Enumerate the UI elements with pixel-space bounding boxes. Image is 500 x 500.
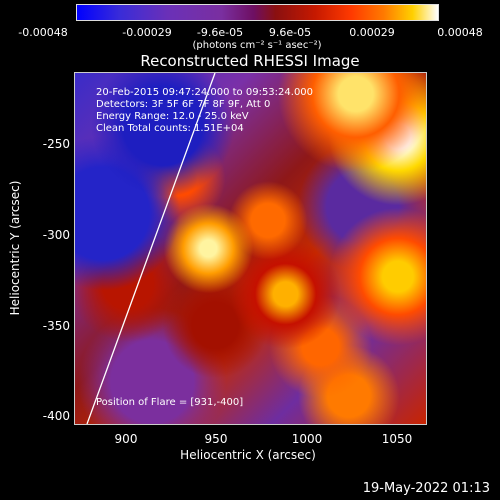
x-tick: 950: [204, 432, 228, 446]
y-tick: -250: [42, 137, 70, 151]
time-range-label: 20-Feb-2015 09:47:24.000 to 09:53:24.000: [96, 87, 314, 98]
x-tick: 900: [114, 432, 138, 446]
colorbar-tick: -9.6e-05: [196, 26, 244, 39]
y-axis-label: Heliocentric Y (arcsec): [8, 180, 22, 316]
colorbar-tick: 0.00029: [349, 26, 395, 39]
y-tick: -300: [42, 228, 70, 242]
x-axis-label: Heliocentric X (arcsec): [180, 448, 316, 462]
limb-line: [86, 73, 216, 424]
colorbar-tick: -0.00048: [18, 26, 68, 39]
colorbar: [76, 4, 439, 21]
x-tick: 1000: [291, 432, 323, 446]
image-title: Reconstructed RHESSI Image: [140, 52, 360, 70]
rhessi-image: 20-Feb-2015 09:47:24.000 to 09:53:24.000…: [74, 72, 427, 425]
colorbar-unit: (photons cm⁻² s⁻¹ asec⁻²): [192, 40, 322, 51]
colorbar-tick: 0.00048: [437, 26, 483, 39]
y-tick: -350: [42, 319, 70, 333]
clean-counts-label: Clean Total counts: 1.51E+04: [96, 123, 244, 134]
colorbar-tick: -0.00029: [122, 26, 172, 39]
colorbar-tick: 9.6e-05: [268, 26, 312, 39]
detectors-label: Detectors: 3F 5F 6F 7F 8F 9F, Att 0: [96, 99, 271, 110]
footer-date: 19-May-2022 01:13: [362, 481, 490, 496]
flare-position-label: Position of Flare = [931,-400]: [96, 397, 244, 408]
energy-range-label: Energy Range: 12.0 - 25.0 keV: [96, 111, 249, 122]
x-tick: 1050: [381, 432, 413, 446]
y-tick: -400: [42, 409, 70, 423]
